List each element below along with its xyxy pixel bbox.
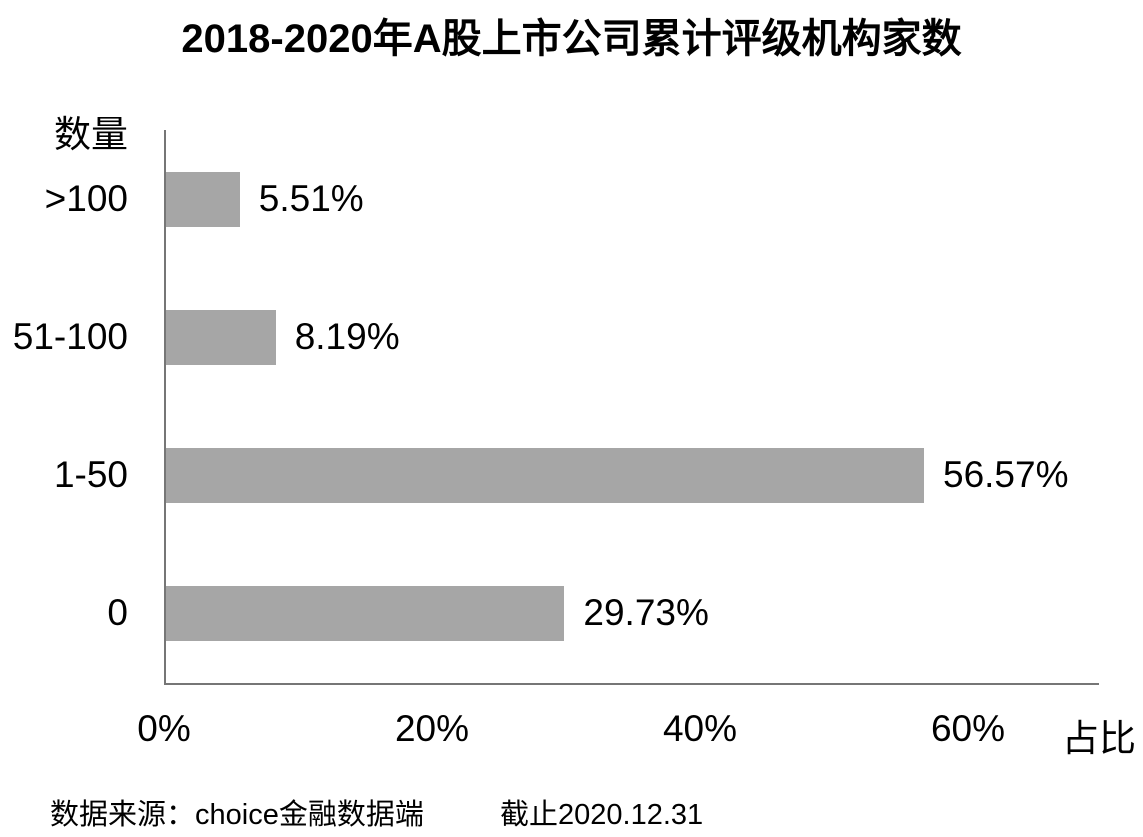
x-tick-label: 0% <box>137 708 191 749</box>
category-label: 1-50 <box>53 454 128 495</box>
bar <box>166 447 924 503</box>
bar-row: 1-50 56.57% <box>0 406 1143 544</box>
x-tick-label: 20% <box>394 708 470 749</box>
bar-value-label: 56.57% <box>943 454 1069 495</box>
x-axis-title: 占比 <box>1062 718 1136 759</box>
category-label: >100 <box>44 178 128 219</box>
bar <box>166 309 276 365</box>
x-tick-label: 40% <box>662 708 738 749</box>
bar-value-label: 8.19% <box>294 316 400 357</box>
plot-area <box>164 130 1099 685</box>
bar-row: 0 29.73% <box>0 544 1143 682</box>
chart-title: 2018-2020年A股上市公司累计评级机构家数 <box>181 17 962 61</box>
category-label: 0 <box>107 592 128 633</box>
data-source-note: 数据来源：choice金融数据端 <box>50 799 424 831</box>
bar-value-label: 29.73% <box>583 592 709 633</box>
y-axis-title: 数量 <box>54 114 128 155</box>
bar-row: >100 5.51% <box>0 130 1143 268</box>
bar-row: 51-100 8.19% <box>0 268 1143 406</box>
bar <box>166 171 240 227</box>
cutoff-date-note: 截止2020.12.31 <box>500 799 704 831</box>
bar-value-label: 5.51% <box>258 178 364 219</box>
bar <box>166 585 565 641</box>
x-tick-label: 60% <box>930 708 1006 749</box>
category-label: 51-100 <box>12 316 128 357</box>
